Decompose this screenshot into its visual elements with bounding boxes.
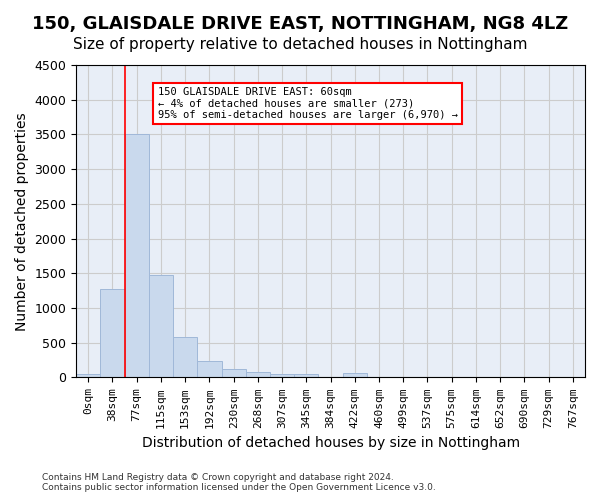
Bar <box>100 290 125 378</box>
Bar <box>149 274 173 378</box>
Text: 150, GLAISDALE DRIVE EAST, NOTTINGHAM, NG8 4LZ: 150, GLAISDALE DRIVE EAST, NOTTINGHAM, N… <box>32 15 568 33</box>
Y-axis label: Number of detached properties: Number of detached properties <box>15 112 29 330</box>
Bar <box>270 374 294 378</box>
Bar <box>294 374 319 378</box>
X-axis label: Distribution of detached houses by size in Nottingham: Distribution of detached houses by size … <box>142 436 520 450</box>
Bar <box>221 370 246 378</box>
Bar <box>197 361 221 378</box>
Text: Size of property relative to detached houses in Nottingham: Size of property relative to detached ho… <box>73 38 527 52</box>
Bar <box>173 337 197 378</box>
Bar <box>125 134 149 378</box>
Bar <box>246 372 270 378</box>
Text: Contains HM Land Registry data © Crown copyright and database right 2024.
Contai: Contains HM Land Registry data © Crown c… <box>42 473 436 492</box>
Bar <box>343 374 367 378</box>
Bar <box>76 374 100 378</box>
Text: 150 GLAISDALE DRIVE EAST: 60sqm
← 4% of detached houses are smaller (273)
95% of: 150 GLAISDALE DRIVE EAST: 60sqm ← 4% of … <box>158 87 458 120</box>
